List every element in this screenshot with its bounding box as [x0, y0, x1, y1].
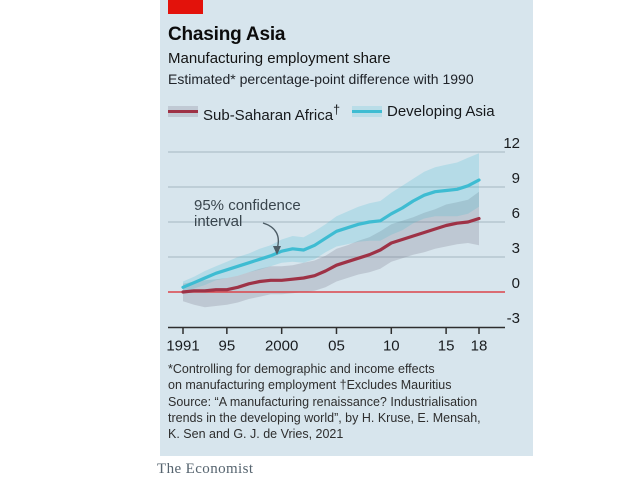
- legend: Sub-Saharan Africa† Developing Asia: [160, 101, 533, 124]
- legend-swatch-africa: [168, 106, 198, 117]
- line-chart-canvas: 1991 95 2000 05 10 15 18 12 9 6 3 0 -3: [166, 135, 520, 354]
- chart-description: Estimated* percentage-point difference w…: [168, 71, 474, 87]
- confidence-interval-annotation: 95% confidence interval: [194, 197, 301, 230]
- legend-line-africa: [168, 110, 198, 113]
- footnote-text: *Controlling for demographic and income …: [168, 362, 452, 392]
- svg-text:10: 10: [383, 337, 400, 354]
- svg-text:2000: 2000: [265, 337, 298, 354]
- legend-line-asia: [352, 110, 382, 113]
- chart-subtitle: Manufacturing employment share: [168, 50, 391, 67]
- svg-text:3: 3: [512, 240, 520, 257]
- svg-text:6: 6: [512, 205, 520, 222]
- svg-text:-3: -3: [507, 310, 520, 327]
- svg-text:05: 05: [328, 337, 345, 354]
- dagger-icon: †: [333, 103, 341, 117]
- svg-text:1991: 1991: [166, 337, 199, 354]
- economist-red-tab: [168, 0, 203, 14]
- svg-text:9: 9: [512, 170, 520, 187]
- legend-swatch-asia: [352, 106, 382, 117]
- svg-text:12: 12: [503, 135, 520, 152]
- legend-label-africa: Sub-Saharan Africa†: [203, 103, 341, 124]
- svg-text:95: 95: [219, 337, 236, 354]
- source-text: Source: “A manufacturing renaissance? In…: [168, 395, 481, 441]
- chart-title: Chasing Asia: [168, 24, 286, 45]
- economist-wordmark: The Economist: [157, 461, 254, 477]
- svg-text:18: 18: [471, 337, 488, 354]
- svg-text:15: 15: [438, 337, 455, 354]
- legend-label-asia: Developing Asia: [387, 103, 495, 120]
- svg-text:0: 0: [512, 275, 520, 292]
- chart-card: Chasing Asia Manufacturing employment sh…: [160, 0, 533, 456]
